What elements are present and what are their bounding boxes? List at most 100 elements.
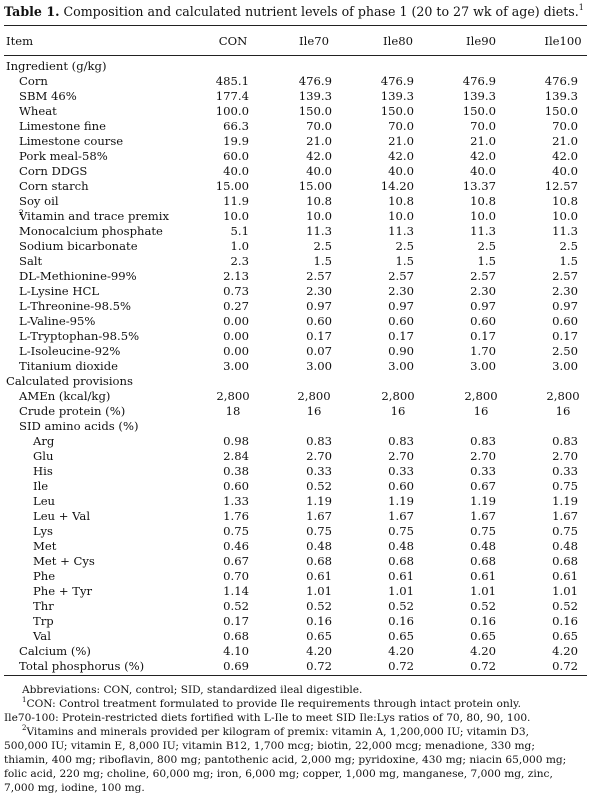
cell-ile80: 0.16 [388, 614, 414, 628]
cell-ile70: 1.01 [306, 584, 332, 598]
cell-ile100: 16 [555, 404, 571, 418]
cell-ile100: 0.72 [552, 659, 578, 673]
cell-ile100: 0.16 [552, 614, 578, 628]
cell-con: 3.00 [223, 359, 249, 373]
cell-ile100: 42.0 [552, 149, 578, 163]
cell-ile90: 4.20 [470, 644, 496, 658]
row-label-text: Val [33, 629, 51, 643]
cell-ile100: 0.75 [552, 479, 578, 493]
cell-con: 2.84 [223, 449, 249, 463]
row-label-text: Phe + Tyr [33, 584, 93, 598]
cell-con: 11.9 [223, 194, 249, 208]
cell-ile70: 0.16 [306, 614, 332, 628]
cell-ile80: 11.3 [388, 224, 414, 238]
amino-acid-row: Phe + Tyr 1.14 1.01 1.01 1.01 1.01 [0, 584, 590, 599]
cell-ile80: 0.52 [388, 599, 414, 613]
amino-acid-row: His 0.38 0.33 0.33 0.33 0.33 [0, 464, 590, 479]
cell-ile80: 0.60 [388, 479, 414, 493]
row-label-text: Pork meal-58% [19, 149, 108, 163]
footnote-marker: 2 [19, 208, 24, 217]
cell-ile100: 476.9 [544, 74, 578, 88]
cell-ile90: 42.0 [470, 149, 496, 163]
cell-ile100: 0.52 [552, 599, 578, 613]
row-label-text: Calcium (%) [19, 644, 91, 658]
cell-ile70: 2.70 [306, 449, 332, 463]
ingredient-row: Pork meal-58% 60.0 42.0 42.0 42.0 42.0 [0, 149, 590, 164]
ingredient-row: DL-Methionine-99% 2.13 2.57 2.57 2.57 2.57 [0, 269, 590, 284]
ingredient-row: Wheat 100.0 150.0 150.0 150.0 150.0 [0, 104, 590, 119]
cell-ile80: 40.0 [388, 164, 414, 178]
row-label-text: Leu + Val [33, 509, 91, 523]
bottom-rule [4, 675, 587, 677]
cell-con: 0.98 [223, 434, 249, 448]
ingredient-row: Corn 485.1 476.9 476.9 476.9 476.9 [0, 74, 590, 89]
cell-ile80: 0.83 [388, 434, 414, 448]
cell-ile70: 0.52 [306, 599, 332, 613]
cell-ile80: 0.97 [388, 299, 414, 313]
row-label-text: Limestone course [19, 134, 124, 148]
header-item: Item [6, 34, 34, 48]
cell-ile70: 0.52 [306, 479, 332, 493]
cell-con: 2.13 [223, 269, 249, 283]
cell-ile100: 0.17 [552, 329, 578, 343]
cell-ile100: 0.75 [552, 524, 578, 538]
ingredient-row: Limestone fine 66.3 70.0 70.0 70.0 70.0 [0, 119, 590, 134]
caption-footnote-marker: 1 [578, 3, 584, 12]
cell-con: 0.00 [223, 329, 249, 343]
row-label-text: Limestone fine [19, 119, 106, 133]
cell-ile80: 2.30 [388, 284, 414, 298]
cell-con: 1.14 [223, 584, 249, 598]
cell-con: 0.00 [223, 344, 249, 358]
cell-ile90: 139.3 [462, 89, 496, 103]
mineral-row: Total phosphorus (%) 0.69 0.72 0.72 0.72 0.72 [0, 659, 590, 674]
cell-ile70: 0.72 [306, 659, 332, 673]
cell-ile80: 0.61 [388, 569, 414, 583]
cell-con: 60.0 [223, 149, 249, 163]
row-label-text: Titanium dioxide [19, 359, 118, 373]
cell-ile100: 1.19 [552, 494, 578, 508]
ingredient-row: Titanium dioxide 3.00 3.00 3.00 3.00 3.00 [0, 359, 590, 374]
cell-ile70: 1.67 [306, 509, 332, 523]
row-label-text: L-Threonine-98.5% [19, 299, 132, 313]
cell-con: 0.60 [223, 479, 249, 493]
amino-acid-row: Ile 0.60 0.52 0.60 0.67 0.75 [0, 479, 590, 494]
cell-ile70: 10.0 [306, 209, 332, 223]
row-label-text: Total phosphorus (%) [19, 659, 145, 673]
cell-con: 2.3 [230, 254, 249, 268]
cell-ile100: 2.50 [552, 344, 578, 358]
cell-con: 100.0 [215, 104, 249, 118]
cell-ile90: 2.57 [470, 269, 496, 283]
cell-ile80: 1.01 [388, 584, 414, 598]
ingredient-row: Corn starch 15.00 15.00 14.20 13.37 12.57 [0, 179, 590, 194]
cell-ile70: 2.30 [306, 284, 332, 298]
abbreviations-note: Abbreviations: CON, control; SID, standa… [22, 684, 363, 696]
row-label-text: Corn [19, 74, 48, 88]
header-rule [4, 55, 587, 56]
cell-ile70: 2,800 [297, 389, 331, 403]
row-label-text: Soy oil [19, 194, 59, 208]
cell-ile80: 0.17 [388, 329, 414, 343]
cell-ile80: 0.65 [388, 629, 414, 643]
cell-ile100: 21.0 [552, 134, 578, 148]
cell-ile90: 0.97 [470, 299, 496, 313]
cell-ile70: 0.83 [306, 434, 332, 448]
cell-ile80: 2,800 [381, 389, 415, 403]
row-label-text: AMEn (kcal/kg) [19, 389, 111, 403]
cell-ile70: 0.97 [306, 299, 332, 313]
cell-ile70: 0.61 [306, 569, 332, 583]
cell-ile90: 0.67 [470, 479, 496, 493]
cell-ile80: 70.0 [388, 119, 414, 133]
row-label-text: Corn starch [19, 179, 89, 193]
cell-ile100: 2.57 [552, 269, 578, 283]
cell-ile90: 70.0 [470, 119, 496, 133]
cell-ile70: 0.68 [306, 554, 332, 568]
cell-ile90: 16 [473, 404, 489, 418]
row-label-text: Trp [33, 614, 54, 628]
mineral-row: Calcium (%) 4.10 4.20 4.20 4.20 4.20 [0, 644, 590, 659]
cell-con: 1.76 [223, 509, 249, 523]
row-label-text: Met [33, 539, 57, 553]
cell-ile80: 0.75 [388, 524, 414, 538]
cell-con: 0.46 [223, 539, 249, 553]
cell-ile70: 42.0 [306, 149, 332, 163]
cell-ile70: 3.00 [306, 359, 332, 373]
